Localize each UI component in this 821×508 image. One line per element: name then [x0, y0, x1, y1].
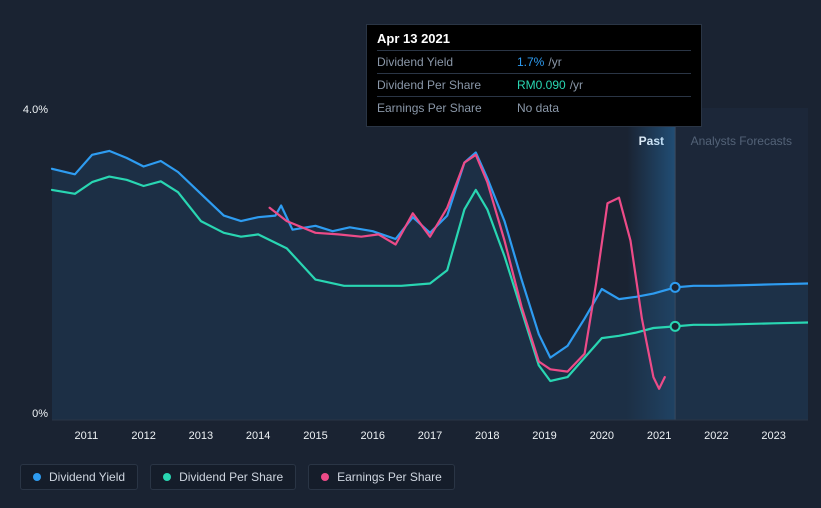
- chart-svg: [18, 108, 808, 448]
- x-tick-label: 2016: [360, 430, 384, 442]
- legend-item-dividend-per-share[interactable]: Dividend Per Share: [150, 464, 296, 490]
- legend-dot-icon: [163, 473, 171, 481]
- chart-tooltip: Apr 13 2021 Dividend Yield 1.7% /yr Divi…: [366, 24, 702, 127]
- legend-dot-icon: [321, 473, 329, 481]
- x-tick-label: 2020: [590, 430, 614, 442]
- x-tick-label: 2014: [246, 430, 270, 442]
- tooltip-row: Dividend Yield 1.7% /yr: [377, 50, 691, 73]
- chart-plot[interactable]: 4.0% 0% 20112012201320142015201620172018…: [18, 108, 808, 428]
- x-tick-label: 2011: [75, 430, 99, 442]
- tooltip-label: Dividend Per Share: [377, 77, 517, 94]
- x-tick-label: 2017: [418, 430, 442, 442]
- chart-container: Apr 13 2021 Dividend Yield 1.7% /yr Divi…: [18, 8, 808, 458]
- legend-label: Earnings Per Share: [337, 470, 442, 484]
- legend-item-earnings-per-share[interactable]: Earnings Per Share: [308, 464, 455, 490]
- tooltip-label: Earnings Per Share: [377, 100, 517, 117]
- x-tick-label: 2023: [761, 430, 785, 442]
- x-tick-label: 2021: [647, 430, 671, 442]
- chart-legend: Dividend Yield Dividend Per Share Earnin…: [20, 464, 455, 490]
- tooltip-value: 1.7%: [517, 54, 544, 71]
- legend-dot-icon: [33, 473, 41, 481]
- legend-label: Dividend Yield: [49, 470, 125, 484]
- legend-item-dividend-yield[interactable]: Dividend Yield: [20, 464, 138, 490]
- tooltip-unit: /yr: [570, 77, 583, 94]
- x-tick-label: 2015: [303, 430, 327, 442]
- x-tick-label: 2012: [131, 430, 155, 442]
- tooltip-row: Dividend Per Share RM0.090 /yr: [377, 73, 691, 96]
- tooltip-value: No data: [517, 100, 559, 117]
- x-tick-label: 2018: [475, 430, 499, 442]
- x-tick-label: 2019: [532, 430, 556, 442]
- tooltip-row: Earnings Per Share No data: [377, 96, 691, 119]
- x-tick-label: 2013: [189, 430, 213, 442]
- tooltip-label: Dividend Yield: [377, 54, 517, 71]
- y-tick-label: 0%: [14, 408, 48, 420]
- tooltip-value: RM0.090: [517, 77, 566, 94]
- tooltip-date: Apr 13 2021: [377, 31, 691, 46]
- y-tick-label: 4.0%: [14, 104, 48, 116]
- x-tick-label: 2022: [704, 430, 728, 442]
- legend-label: Dividend Per Share: [179, 470, 283, 484]
- tooltip-unit: /yr: [548, 54, 561, 71]
